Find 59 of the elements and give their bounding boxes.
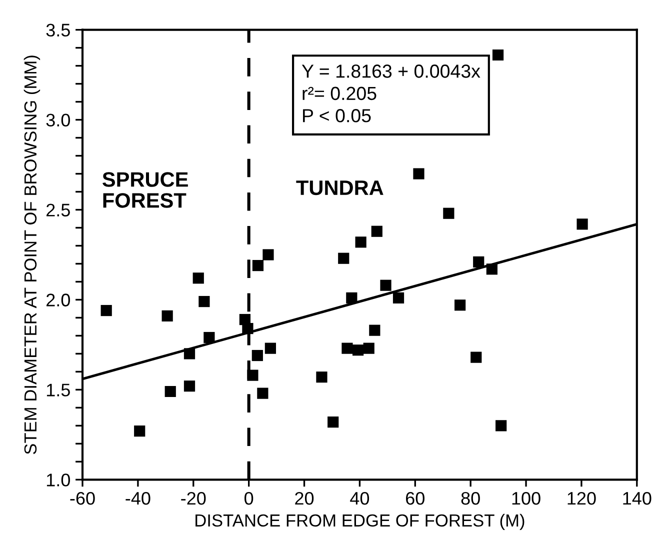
point — [443, 208, 454, 219]
y-tick-label: 2.5 — [46, 204, 70, 216]
y-axis-title: STEM DIAMETER AT POINT OF BROWSING (MM) — [24, 56, 40, 454]
x-tick-label: -40 — [126, 492, 150, 505]
point — [264, 342, 276, 354]
x-tick-label: 120 — [568, 492, 596, 505]
point — [184, 380, 196, 392]
point — [486, 264, 498, 275]
point — [576, 218, 588, 230]
point — [252, 350, 263, 362]
point — [346, 292, 358, 304]
point — [363, 342, 374, 354]
point — [392, 292, 404, 304]
point — [257, 388, 268, 399]
x-tick-label: 40 — [350, 492, 370, 505]
y-tick-label: 3.0 — [46, 114, 70, 126]
y-tick-label: 3.5 — [46, 24, 70, 37]
y-tick-label: 1.0 — [46, 474, 70, 486]
point — [247, 370, 258, 381]
point — [371, 226, 382, 237]
y-tick-label: 2.0 — [46, 294, 70, 306]
x-tick-label: -20 — [181, 492, 206, 505]
point — [134, 426, 146, 437]
x-tick-label: 140 — [623, 492, 652, 505]
point — [328, 416, 339, 428]
x-tick-label: -60 — [70, 492, 95, 505]
point — [496, 420, 507, 432]
point — [413, 168, 424, 180]
x-tick-label: 80 — [461, 492, 480, 505]
point — [242, 322, 254, 334]
point — [380, 280, 392, 291]
point — [352, 344, 364, 356]
point — [454, 300, 466, 311]
y-tick-label: 1.5 — [46, 384, 70, 396]
point — [184, 348, 196, 360]
point — [164, 386, 176, 398]
point — [369, 324, 380, 336]
point — [192, 272, 204, 284]
point — [492, 49, 504, 61]
x-tick-label: 0 — [244, 492, 254, 505]
x-tick-label: 20 — [295, 492, 314, 505]
point — [100, 304, 112, 316]
point — [252, 260, 264, 272]
point — [316, 372, 328, 383]
point — [162, 310, 173, 322]
point — [204, 332, 215, 344]
x-tick-label: 100 — [512, 492, 540, 505]
annotation: Y = 1.8163 + 0.0043x r²= 0.205 P < 0.05 — [302, 64, 480, 122]
point — [262, 249, 274, 260]
point — [338, 252, 350, 264]
x-tick-label: 60 — [406, 492, 424, 505]
annotation: SPRUCE FOREST — [102, 172, 188, 208]
point — [198, 296, 210, 308]
annotation: TUNDRA — [296, 180, 384, 196]
point — [342, 342, 353, 354]
point — [470, 352, 482, 363]
point — [355, 236, 366, 248]
point — [473, 256, 484, 268]
x-axis-title: DISTANCE FROM EDGE OF FOREST (M) — [196, 514, 524, 530]
